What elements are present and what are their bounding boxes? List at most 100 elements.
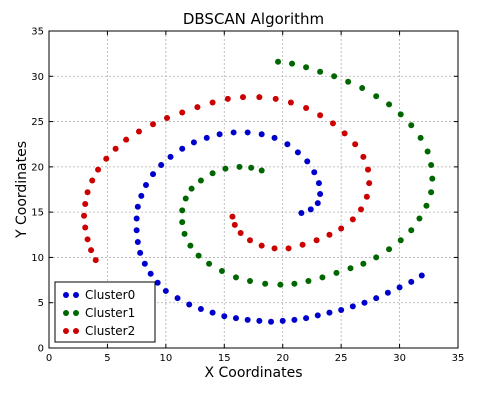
data-point xyxy=(429,175,436,182)
data-point xyxy=(373,254,380,261)
data-point xyxy=(272,95,279,102)
data-point xyxy=(221,313,228,320)
data-point xyxy=(186,301,193,308)
data-point xyxy=(315,180,322,187)
data-point xyxy=(230,129,237,136)
data-point xyxy=(319,274,326,281)
data-point xyxy=(317,112,324,119)
data-point xyxy=(424,148,431,155)
data-point xyxy=(103,155,110,162)
data-point xyxy=(188,185,195,192)
data-point xyxy=(397,111,404,118)
data-point xyxy=(179,109,186,116)
data-point xyxy=(417,134,424,141)
data-point xyxy=(359,85,366,92)
data-point xyxy=(141,260,148,267)
data-point xyxy=(275,58,282,65)
data-point xyxy=(360,260,367,267)
data-point xyxy=(137,249,144,256)
x-tick-label: 5 xyxy=(104,353,110,364)
data-point xyxy=(134,203,141,210)
data-point xyxy=(408,227,415,234)
data-point xyxy=(209,309,216,316)
data-point xyxy=(287,99,294,106)
legend-box xyxy=(54,281,156,343)
data-point xyxy=(162,287,169,294)
data-point xyxy=(134,239,141,246)
data-point xyxy=(133,215,140,222)
data-point xyxy=(203,134,210,141)
data-point xyxy=(271,134,278,141)
data-point xyxy=(326,309,333,316)
data-point xyxy=(262,280,269,287)
data-point xyxy=(231,221,238,228)
data-point xyxy=(232,274,239,281)
data-point xyxy=(416,215,423,222)
data-point xyxy=(92,257,99,264)
data-point xyxy=(147,270,154,277)
data-point xyxy=(386,246,393,253)
data-point xyxy=(239,94,246,101)
data-point xyxy=(244,316,251,323)
legend-item-cluster0: Cluster0 xyxy=(63,288,135,302)
y-tick-label: 10 xyxy=(31,253,44,264)
data-point xyxy=(333,269,340,276)
data-point xyxy=(232,315,239,322)
data-point xyxy=(294,149,301,156)
data-point xyxy=(366,180,373,187)
data-point xyxy=(181,230,188,237)
data-point xyxy=(138,192,145,199)
data-point xyxy=(360,153,367,160)
legend-item-cluster1: Cluster1 xyxy=(63,306,135,320)
data-point xyxy=(303,315,310,322)
data-point xyxy=(218,268,225,275)
y-tick-label: 20 xyxy=(31,162,44,173)
legend-label: Cluster0 xyxy=(85,288,135,302)
x-tick-label: 25 xyxy=(335,353,348,364)
data-point xyxy=(284,141,291,148)
data-point xyxy=(311,169,318,176)
data-point xyxy=(345,78,352,85)
data-point xyxy=(209,170,216,177)
data-point xyxy=(195,252,202,259)
data-point xyxy=(268,318,275,325)
data-point xyxy=(142,181,149,188)
data-point xyxy=(279,317,286,324)
data-point xyxy=(179,219,186,226)
data-point xyxy=(338,225,345,232)
data-point xyxy=(244,129,251,136)
data-point xyxy=(423,202,430,209)
data-point xyxy=(373,295,380,302)
data-point xyxy=(246,237,253,244)
y-axis-label: Y Coordinates xyxy=(14,141,30,239)
data-point xyxy=(361,299,368,306)
x-tick-label: 15 xyxy=(218,353,231,364)
data-point xyxy=(304,158,311,165)
data-point xyxy=(258,242,265,249)
x-tick-label: 35 xyxy=(452,353,465,364)
legend-marker xyxy=(63,328,69,334)
grid xyxy=(49,31,458,348)
data-point xyxy=(317,191,324,198)
data-point xyxy=(248,164,255,171)
data-point xyxy=(206,260,213,267)
data-point xyxy=(289,60,296,67)
x-tick-label: 0 xyxy=(46,353,52,364)
data-point xyxy=(307,206,314,213)
legend-marker xyxy=(73,310,79,316)
data-point xyxy=(216,131,223,138)
data-point xyxy=(150,171,157,178)
plot-points xyxy=(81,58,436,325)
data-point xyxy=(408,278,415,285)
data-point xyxy=(347,265,354,272)
y-tick-label: 15 xyxy=(31,208,44,219)
data-point xyxy=(338,306,345,313)
data-point xyxy=(363,193,370,200)
data-point xyxy=(190,139,197,146)
data-point xyxy=(154,279,161,286)
data-point xyxy=(314,200,321,207)
data-point xyxy=(305,277,312,284)
data-point xyxy=(89,177,96,184)
data-point xyxy=(317,68,324,75)
